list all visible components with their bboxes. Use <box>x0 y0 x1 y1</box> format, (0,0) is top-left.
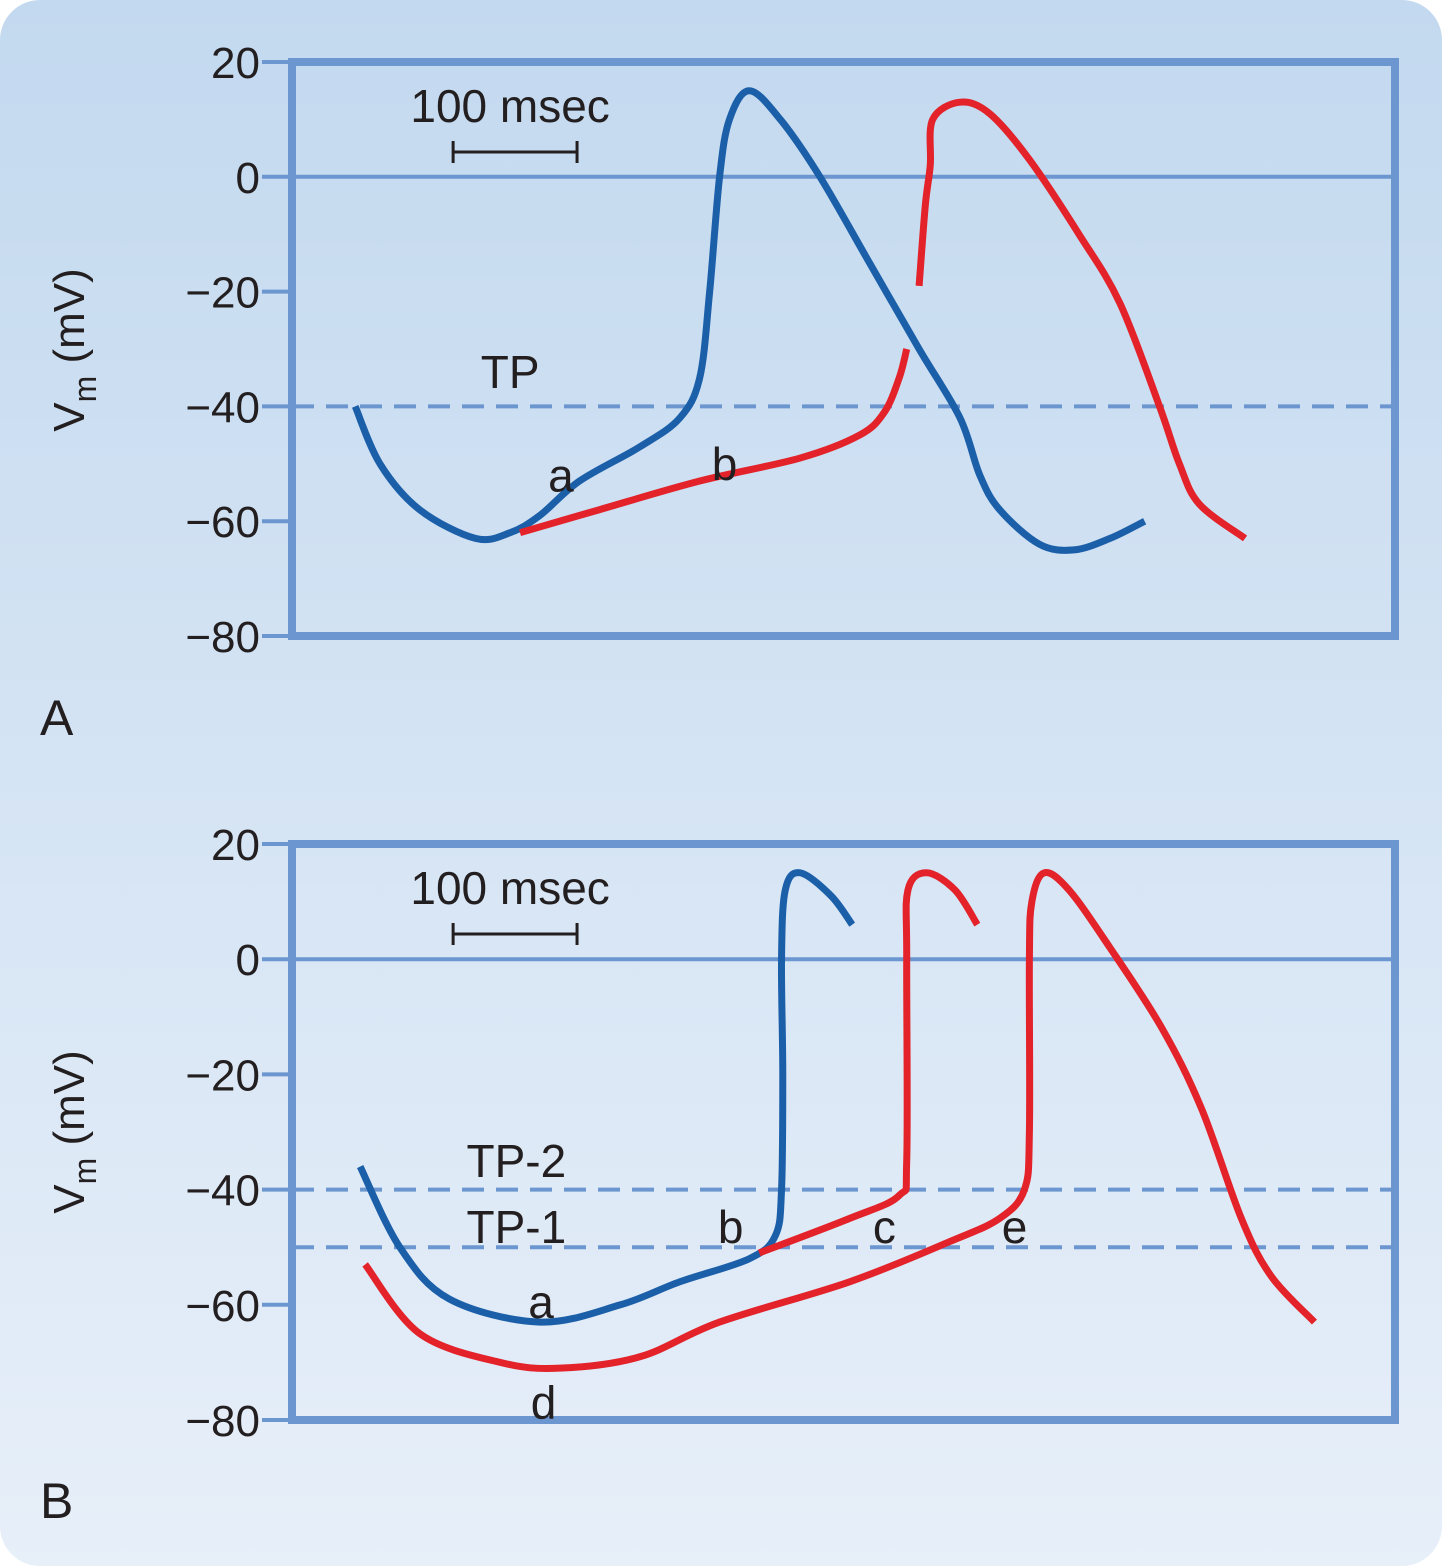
red-action-potential-trace <box>519 348 911 537</box>
annotation-label: TP <box>481 346 540 398</box>
annotation-label: e <box>1002 1201 1028 1253</box>
y-tick-label: −60 <box>185 498 260 547</box>
panel-a: 20 0 −20 −40 −60 −80 Vm (mV) 100 msec TPa b A <box>40 39 1399 746</box>
blue-action-potential-trace <box>357 869 856 1326</box>
blue-action-potential-trace <box>351 87 1147 554</box>
y-tick-label: −40 <box>185 383 260 432</box>
scale-bar-label: 100 msec <box>410 80 609 132</box>
annotation-label: a <box>548 449 574 501</box>
plot-frame <box>288 58 1399 640</box>
red-action-potential-trace <box>362 869 1317 1372</box>
annotation-label: TP-2 <box>466 1135 566 1187</box>
y-axis-label-main: V <box>45 1184 94 1214</box>
y-tick-label: −60 <box>185 1282 260 1331</box>
y-tick-label: 20 <box>211 821 260 870</box>
y-tick-label: −20 <box>185 269 260 318</box>
y-tick-label: −80 <box>185 1397 260 1446</box>
panel-label: A <box>40 690 74 746</box>
y-axis-label-unit: (mV) <box>45 268 94 376</box>
red-action-potential-trace <box>915 98 1248 542</box>
annotation-label: b <box>718 1201 744 1253</box>
y-axis-label: Vm (mV) <box>45 1050 103 1214</box>
annotation-label: TP-1 <box>466 1201 566 1253</box>
red-action-potential-trace <box>757 869 981 1257</box>
annotation-label: d <box>531 1377 557 1429</box>
y-axis-label-main: V <box>45 402 94 432</box>
y-tick-label: −20 <box>185 1051 260 1100</box>
scale-bar-label: 100 msec <box>410 862 609 914</box>
y-axis-label-subscript: m <box>67 1158 103 1185</box>
y-axis-label-unit: (mV) <box>45 1050 94 1158</box>
y-axis-label: Vm (mV) <box>45 268 103 432</box>
y-tick-label: −80 <box>185 613 260 662</box>
y-tick-label: −40 <box>185 1167 260 1216</box>
plot-frame <box>288 840 1399 1424</box>
y-tick-label: 20 <box>211 39 260 88</box>
annotation-label: b <box>712 438 738 490</box>
y-tick-label: 0 <box>236 154 260 203</box>
panel-b: 20 0 −20 −40 −60 −80 Vm (mV) 100 msec TP-2 TP-1 b c… <box>40 821 1399 1529</box>
y-axis-label-subscript: m <box>67 376 103 403</box>
panel-label: B <box>40 1473 73 1529</box>
annotation-label: a <box>528 1276 554 1328</box>
annotation-label: c <box>873 1201 896 1253</box>
y-tick-label: 0 <box>236 936 260 985</box>
